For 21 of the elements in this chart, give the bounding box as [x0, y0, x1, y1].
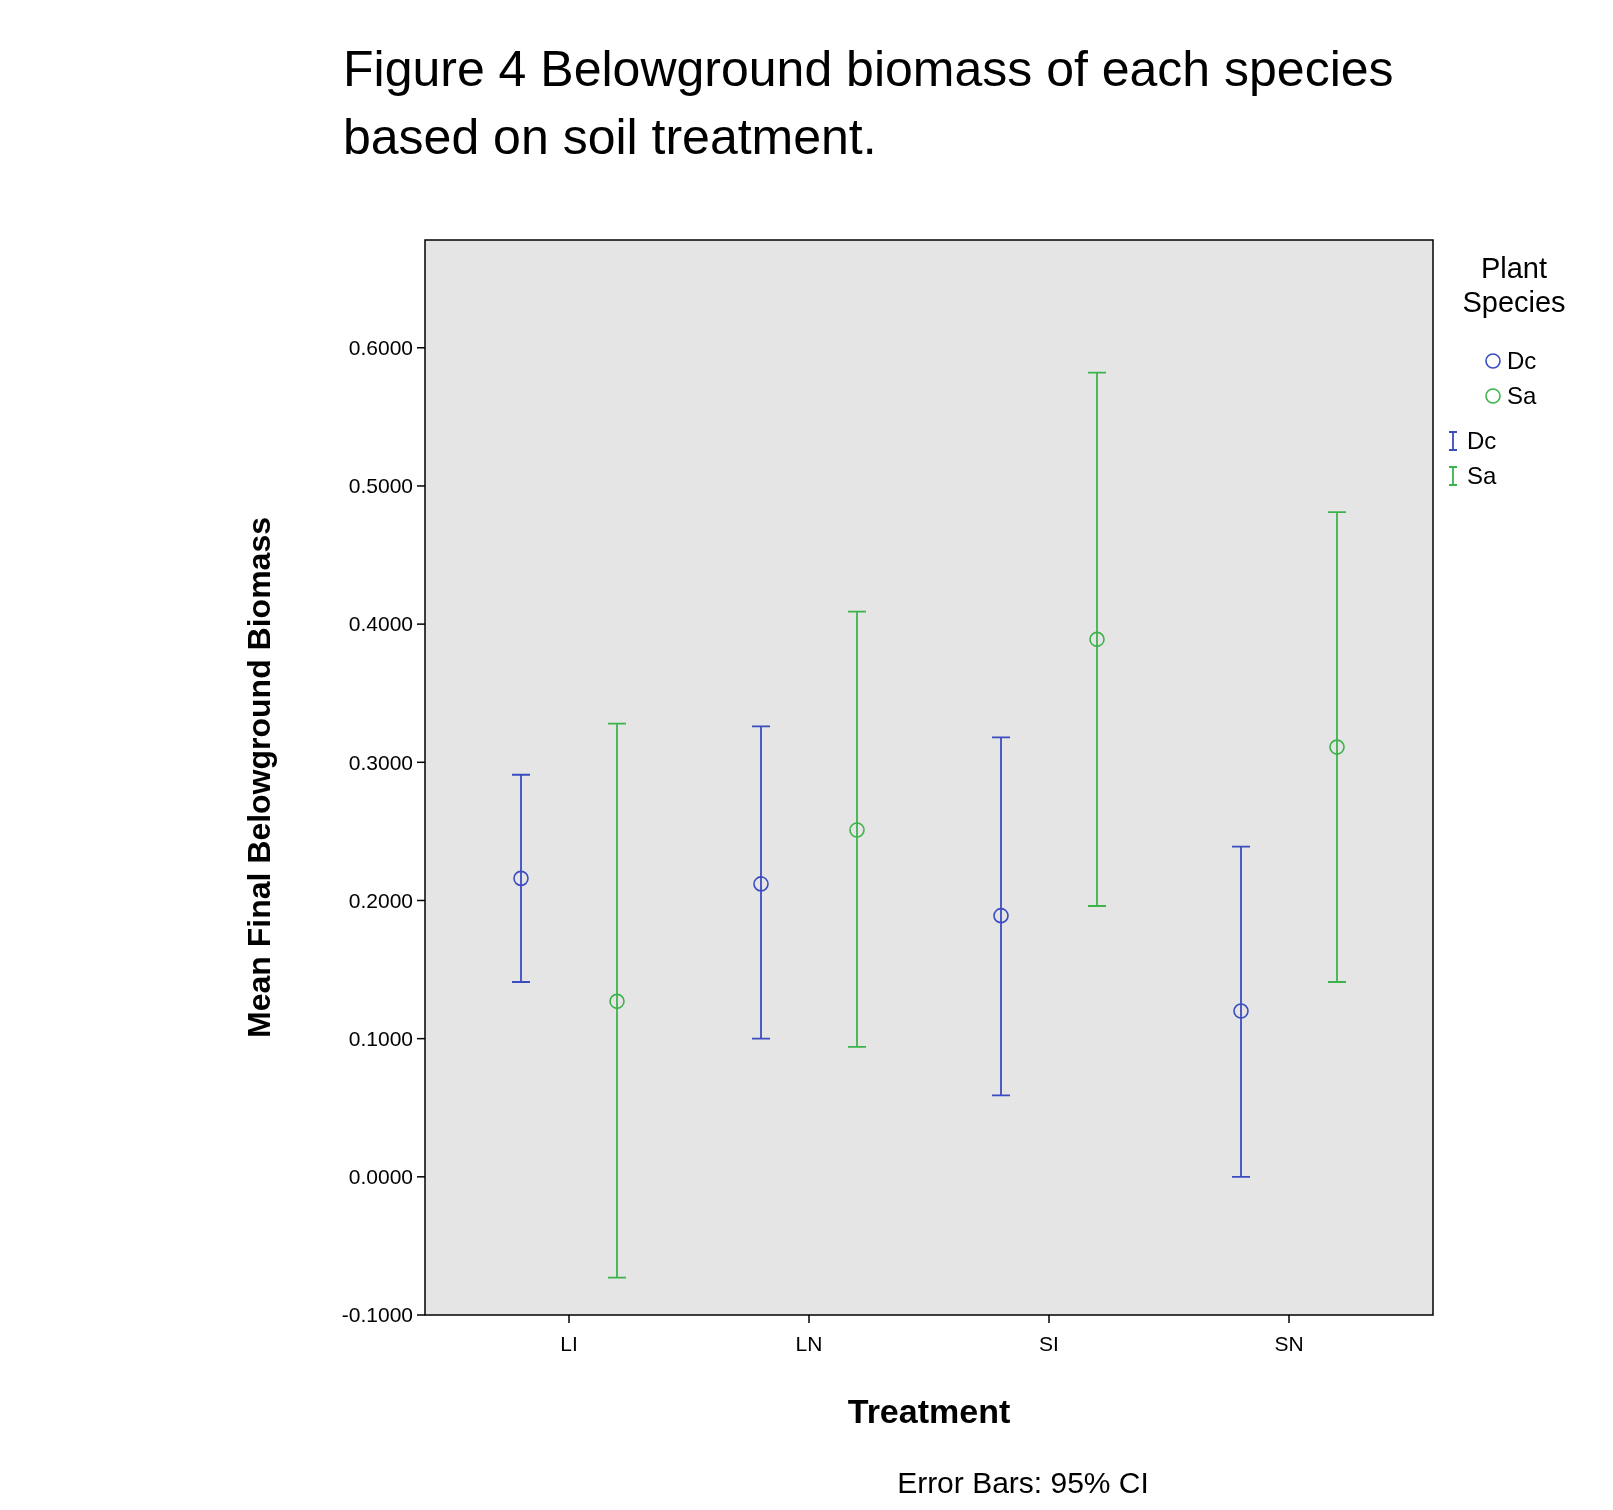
- y-axis-title: Mean Final Belowground Biomass: [241, 517, 277, 1038]
- y-tick-label: 0.1000: [348, 1027, 413, 1050]
- x-axis-title: Treatment: [847, 1392, 1011, 1430]
- x-tick-label: LI: [560, 1332, 578, 1355]
- text: Sa: [1507, 382, 1537, 410]
- y-tick-label: 0.3000: [348, 750, 413, 774]
- legend-title: Plant Species: [1462, 252, 1566, 318]
- text: Error Bars: 95% CI: [897, 1466, 1149, 1499]
- y-tick-label: -0.1000: [341, 1303, 413, 1327]
- x-tick-label: SI: [1039, 1332, 1059, 1355]
- legend-label: Dc: [1467, 427, 1497, 455]
- y-tick-label: 0.4000: [348, 612, 413, 636]
- x-tick-label: LN: [795, 1332, 823, 1355]
- y-tick-label: 0.0000: [348, 1165, 413, 1189]
- y-tick-label: 0.5000: [348, 474, 413, 498]
- x-tick-label: SN: [1274, 1332, 1304, 1355]
- chart-title: Figure 4 Belowground biomass of each species based on soil treatment.: [343, 41, 1394, 165]
- y-tick-label: 0.6000: [348, 336, 413, 360]
- text: Dc: [1507, 347, 1537, 375]
- y-tick-label: 0.2000: [348, 888, 413, 912]
- legend-label: Sa: [1467, 462, 1498, 490]
